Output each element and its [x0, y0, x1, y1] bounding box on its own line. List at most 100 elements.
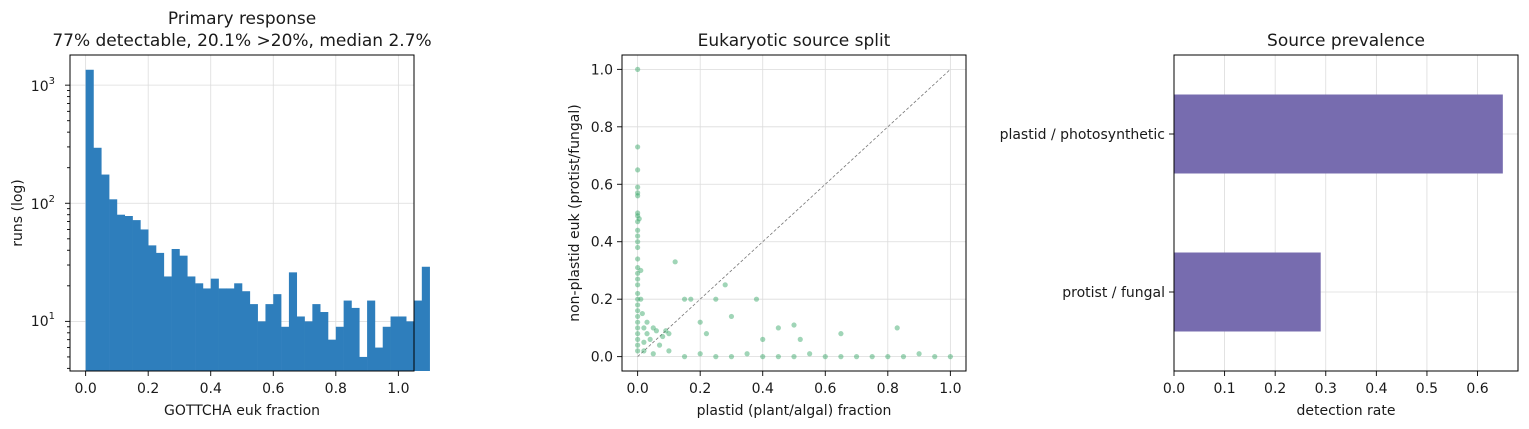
y-tick-label: 0.4 — [591, 235, 613, 251]
histogram-title: Primary response — [168, 9, 316, 29]
histogram-bar — [187, 276, 196, 371]
scatter-point — [635, 296, 641, 302]
histogram-bar — [179, 255, 188, 371]
scatter-point — [635, 227, 641, 233]
scatter-point — [644, 331, 650, 337]
scatter-point — [635, 282, 641, 288]
scatter-point — [666, 348, 672, 354]
scatter-point — [635, 313, 641, 320]
histogram-bar — [210, 278, 219, 371]
scatter-point — [635, 184, 641, 190]
prevalence-y-ticks: plastid / photosynthetic protist / fungal — [1000, 127, 1174, 301]
scatter-point — [641, 348, 647, 354]
scatter-point — [744, 351, 750, 357]
histogram-bar — [374, 347, 384, 371]
scatter-point — [635, 219, 641, 225]
x-tick-label: 0.0 — [1163, 381, 1185, 397]
scatter-point — [775, 325, 781, 331]
histogram-bar — [249, 304, 258, 371]
histogram-bar — [304, 321, 313, 371]
x-tick-label: 0.2 — [1264, 381, 1286, 397]
histogram-bar — [281, 326, 290, 371]
scatter-point — [635, 256, 641, 262]
x-tick-label: 1.0 — [387, 381, 409, 397]
scatter-point — [635, 276, 641, 282]
scatter-point — [635, 290, 641, 297]
x-tick-label: 0.0 — [75, 381, 97, 397]
histogram-bar — [132, 220, 141, 371]
histogram-panel: 0.0 0.2 0.4 0.6 0.8 1.0 103 102 101 Primary r… — [10, 9, 432, 419]
x-tick-label: 0.3 — [1315, 381, 1337, 397]
scatter-point — [885, 354, 891, 360]
histogram-bar — [140, 229, 149, 371]
y-tick-label: 0.6 — [591, 177, 613, 193]
histogram-bar — [218, 288, 227, 371]
y-tick-label: 0.0 — [591, 350, 613, 366]
histogram-bar — [312, 304, 321, 371]
scatter-point — [635, 342, 641, 348]
x-tick-label: 1.0 — [939, 381, 961, 397]
x-tick-label: 0.2 — [137, 381, 159, 397]
histogram-subtitle: 77% detectable, 20.1% >20%, median 2.7% — [52, 31, 431, 51]
scatter-point — [635, 270, 641, 276]
scatter-point — [635, 244, 641, 251]
scatter-grid — [622, 55, 966, 371]
histogram-x-ticks: 0.0 0.2 0.4 0.6 0.8 1.0 — [75, 371, 409, 397]
scatter-point — [713, 354, 719, 360]
prevalence-bar — [1174, 94, 1503, 174]
histogram-bar — [296, 316, 305, 371]
prevalence-title: Source prevalence — [1267, 31, 1425, 51]
y-tick-label-100: 102 — [31, 194, 55, 213]
scatter-point — [703, 331, 710, 337]
histogram-bar — [320, 312, 329, 371]
scatter-point — [713, 296, 719, 302]
scatter-point — [635, 336, 641, 342]
scatter-point — [791, 354, 797, 360]
histogram-bar — [234, 283, 243, 371]
scatter-point — [635, 193, 641, 199]
y-tick-label: plastid / photosynthetic — [1000, 127, 1165, 143]
histogram-bar — [93, 147, 102, 371]
histogram-bar — [359, 356, 368, 371]
scatter-point — [697, 319, 703, 325]
y-tick-label: protist / fungal — [1062, 285, 1165, 301]
scatter-point — [947, 354, 953, 360]
scatter-point — [688, 296, 694, 302]
scatter-point — [636, 216, 642, 222]
scatter-point — [838, 331, 844, 337]
scatter-point — [635, 239, 641, 245]
scatter-point — [635, 325, 641, 331]
scatter-point — [681, 296, 688, 302]
scatter-point — [932, 354, 938, 360]
histogram-bar — [382, 326, 391, 371]
y-tick-label: 0.8 — [591, 120, 613, 136]
histogram-bar — [351, 307, 360, 371]
x-tick-label: 0.6 — [262, 381, 284, 397]
scatter-panel: 0.0 0.2 0.4 0.6 0.8 1.0 0.0 0.2 0.4 0.6 0.8 1.0 Eu… — [567, 31, 967, 419]
x-tick-label: 0.6 — [1466, 381, 1488, 397]
scatter-y-label: non-plastid euk (protist/fungal) — [567, 104, 583, 322]
histogram-bar — [398, 316, 407, 371]
histogram-bar — [101, 174, 110, 371]
histogram-bar — [390, 316, 399, 371]
scatter-point — [660, 333, 666, 340]
histogram-y-ticks: 103 102 101 — [31, 76, 70, 369]
scatter-y-ticks: 0.0 0.2 0.4 0.6 0.8 1.0 — [591, 62, 622, 366]
prevalence-bar — [1174, 252, 1321, 332]
histogram-bar — [171, 248, 180, 371]
histogram-bar — [163, 276, 172, 371]
x-tick-label: 0.4 — [1365, 381, 1387, 397]
scatter-point — [900, 354, 907, 360]
scatter-point — [869, 354, 875, 360]
histogram-bar — [124, 216, 133, 371]
histogram-bar — [85, 69, 94, 372]
scatter-point — [635, 210, 641, 216]
scatter-point — [641, 325, 647, 331]
prevalence-x-ticks: 0.0 0.1 0.2 0.3 0.4 0.5 0.6 — [1163, 371, 1489, 397]
scatter-point — [791, 322, 797, 328]
scatter-point — [635, 190, 641, 196]
histogram-bar — [116, 214, 126, 371]
scatter-point — [697, 351, 703, 357]
scatter-point — [635, 144, 641, 150]
scatter-points — [635, 66, 953, 360]
